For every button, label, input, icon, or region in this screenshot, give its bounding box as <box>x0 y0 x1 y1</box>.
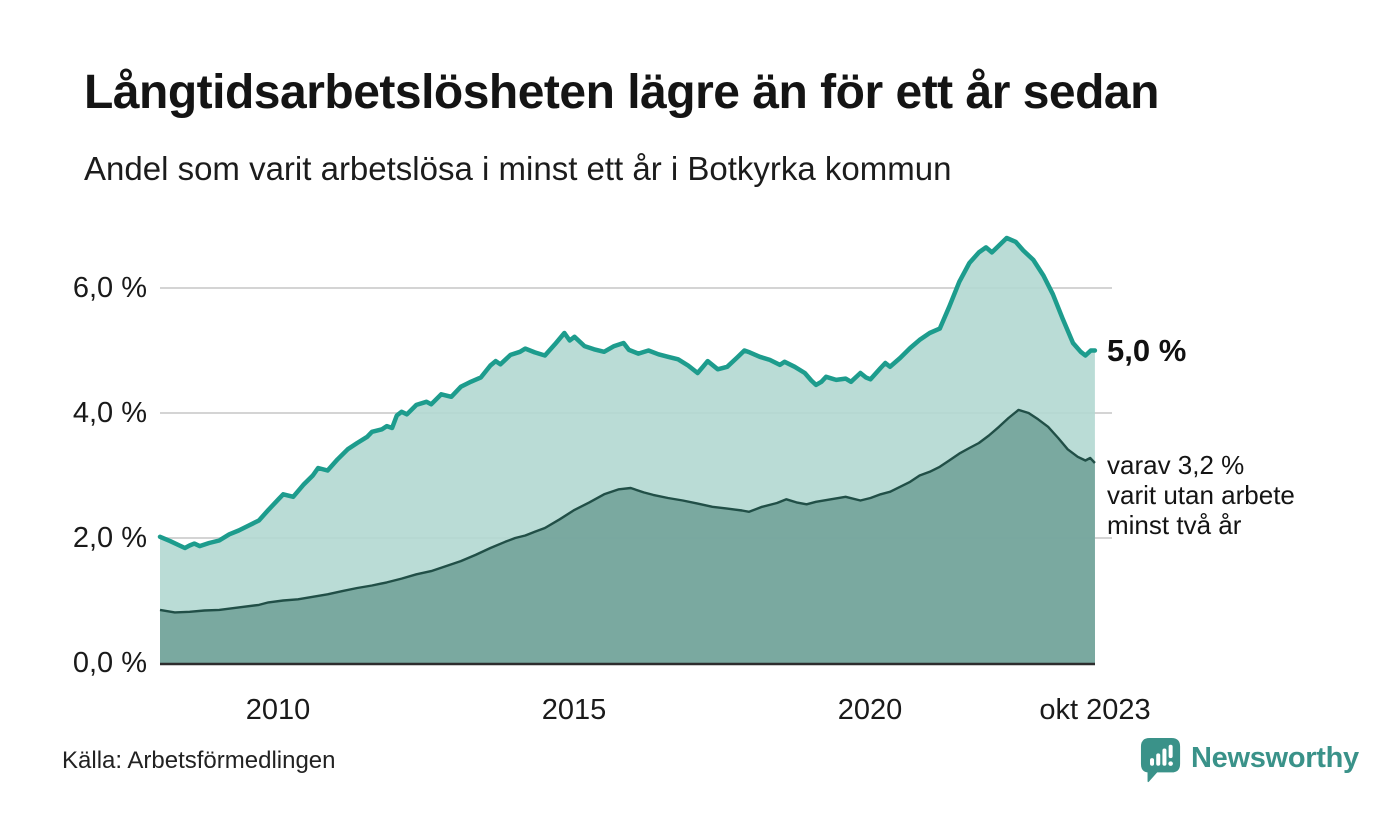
line-unemployed-one-year <box>157 235 1098 551</box>
y-tick-label: 4,0 % <box>72 397 147 429</box>
newsworthy-wordmark: Newsworthy <box>1191 742 1359 774</box>
series-end-label-two-years: varav 3,2 % varit utan arbete minst två … <box>1107 450 1295 540</box>
newsworthy-bubble-chart-icon <box>1140 736 1182 789</box>
annotation-line: varav 3,2 % <box>1107 450 1245 480</box>
y-tick-label: 2,0 % <box>72 522 147 554</box>
page-subtitle: Andel som varit arbetslösa i minst ett å… <box>84 150 952 187</box>
x-tick-label: okt 2023 <box>1039 694 1151 726</box>
x-tick-label: 2010 <box>245 694 311 726</box>
x-tick-label: 2015 <box>541 694 607 726</box>
line-unemployed-two-years <box>159 408 1096 614</box>
x-tick-label: 2020 <box>837 694 903 726</box>
annotation-line: minst två år <box>1107 510 1242 540</box>
y-tick-label: 0,0 % <box>72 647 147 679</box>
newsworthy-logo: Newsworthy <box>1140 736 1359 789</box>
area-unemployed-two-years <box>160 409 1095 663</box>
y-tick-label: 6,0 % <box>72 272 147 304</box>
series-end-label-one-year: 5,0 % <box>1107 333 1187 368</box>
annotation-line: varit utan arbete <box>1107 480 1295 510</box>
page-title: Långtidsarbetslösheten lägre än för ett … <box>84 66 1159 119</box>
source-credit: Källa: Arbetsförmedlingen <box>62 747 336 774</box>
